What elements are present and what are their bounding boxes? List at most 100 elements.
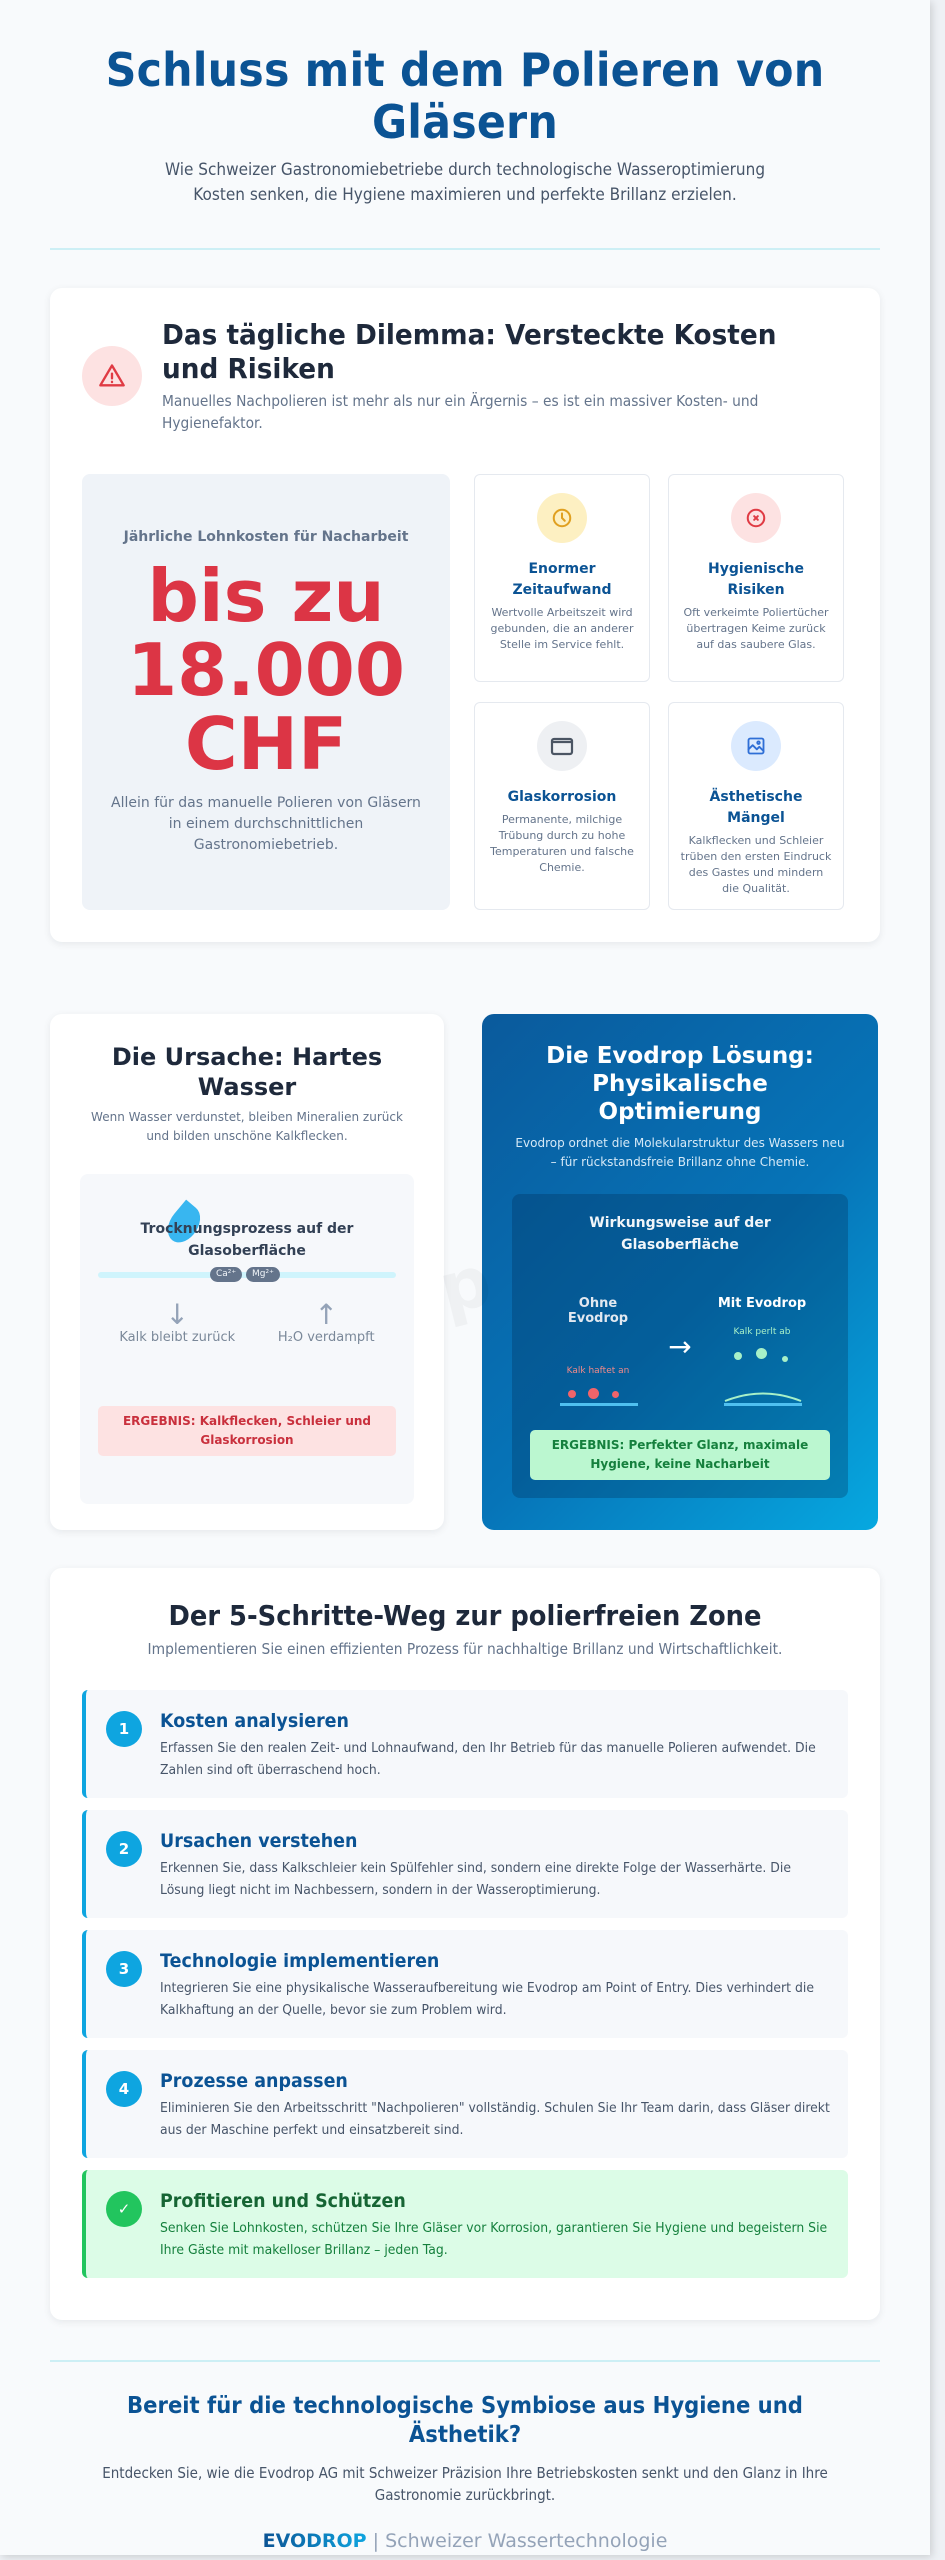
footer-text: Entdecken Sie, wie die Evodrop AG mit Sc… — [102, 2464, 828, 2504]
arrow-right-icon: → — [668, 1330, 692, 1363]
step-number-badge: 1 — [106, 1711, 142, 1747]
dilemma-header: Das tägliche Dilemma: Versteckte Kosten … — [82, 318, 848, 434]
cause-title: Die Ursache: Hartes Wasser — [111, 1043, 383, 1101]
risk-card-time: Enormer Zeitaufwand Wertvolle Arbeitszei… — [474, 474, 650, 682]
drying-arrows: ↓ Kalk bleibt zurück ↑ H₂O verdampft — [98, 1298, 396, 1346]
brand-line: EVODROP | Schweizer Wassertechnologie — [50, 2530, 880, 2552]
steps-subtitle: Implementieren Sie einen effizienten Pro… — [147, 1640, 783, 1658]
step-title: Prozesse anpassen — [160, 2070, 348, 2092]
effect-diagram-title: Wirkungsweise auf der Glasoberfläche — [589, 1215, 771, 1253]
checkmark-icon: ✓ — [106, 2191, 142, 2227]
cost-label: Jährliche Lohnkosten für Nacharbeit — [123, 528, 409, 545]
without-note: Kalk haftet an — [566, 1366, 630, 1376]
with-label: Mit Evodrop — [717, 1296, 807, 1311]
solution-subtitle: Evodrop ordnet die Molekularstruktur des… — [515, 1136, 845, 1169]
step-title: Profitieren und Schützen — [160, 2190, 406, 2212]
risk-card-corrosion: Glaskorrosion Permanente, milchige Trübu… — [474, 702, 650, 910]
lime-dot — [588, 1388, 599, 1399]
solution-card: Die Evodrop Lösung: Physikalische Optimi… — [482, 1014, 878, 1530]
steps-title: Der 5-Schritte-Weg zur polierfreien Zone — [168, 1599, 762, 1632]
step-5-final: ✓ Profitieren und Schützen Senken Sie Lo… — [82, 2170, 848, 2278]
dilemma-subtitle: Manuelles Nachpolieren ist mehr als nur … — [162, 392, 759, 432]
step-4: 4 Prozesse anpassen Eliminieren Sie den … — [82, 2050, 848, 2158]
arrow-up-icon: ↑ — [314, 1298, 338, 1331]
arrow-down-icon: ↓ — [165, 1298, 189, 1331]
step-text: Integrieren Sie eine physikalische Wasse… — [160, 1980, 814, 2018]
without-evodrop: Ohne Evodrop Kalk haftet an — [548, 1296, 648, 1406]
drying-diagram: Trocknungsprozess auf der Glasoberfläche… — [80, 1174, 414, 1504]
brand-tagline: Schweizer Wassertechnologie — [385, 2530, 668, 2552]
clock-icon — [537, 493, 587, 543]
page-title: Schluss mit dem Polieren von Gläsern — [105, 43, 825, 149]
lime-dot — [612, 1391, 619, 1398]
step-number-badge: 4 — [106, 2071, 142, 2107]
step-number-badge: 2 — [106, 1831, 142, 1867]
step-text: Eliminieren Sie den Arbeitsschritt "Nach… — [160, 2100, 830, 2138]
risk-card-text: Oft verkeimte Poliertücher übertragen Ke… — [683, 606, 829, 651]
without-label: Ohne Evodrop — [567, 1296, 629, 1326]
with-note: Kalk perlt ab — [733, 1327, 791, 1337]
magnesium-ion-badge: Mg²⁺ — [246, 1267, 280, 1282]
bead-dot — [782, 1356, 788, 1362]
glass-surface: Ca²⁺ Mg²⁺ — [98, 1267, 396, 1282]
solution-result-badge: ERGEBNIS: Perfekter Glanz, maximale Hygi… — [530, 1430, 830, 1480]
risk-card-text: Permanente, milchige Trübung durch zu ho… — [490, 813, 634, 874]
cost-highlight: Jährliche Lohnkosten für Nacharbeit bis … — [82, 474, 450, 910]
page-subtitle: Wie Schweizer Gastronomiebetriebe durch … — [164, 160, 766, 205]
step-title: Ursachen verstehen — [160, 1830, 358, 1852]
cause-result-badge: ERGEBNIS: Kalkflecken, Schleier und Glas… — [98, 1406, 396, 1456]
divider — [50, 248, 880, 250]
footer: Bereit für die technologische Symbiose a… — [50, 2392, 880, 2552]
solution-title: Die Evodrop Lösung: Physikalische Optimi… — [546, 1043, 814, 1125]
cause-subtitle: Wenn Wasser verdunstet, bleiben Minerali… — [91, 1110, 403, 1143]
with-evodrop: Mit Evodrop Kalk perlt ab — [712, 1296, 812, 1406]
risk-cards: Enormer Zeitaufwand Wertvolle Arbeitszei… — [474, 474, 844, 910]
steps-section: Der 5-Schritte-Weg zur polierfreien Zone… — [50, 1568, 880, 2320]
brand-separator: | — [372, 2530, 380, 2552]
drying-diagram-title: Trocknungsprozess auf der Glasoberfläche — [140, 1221, 354, 1259]
x-circle-icon — [731, 493, 781, 543]
step-text: Erkennen Sie, dass Kalkschleier kein Spü… — [160, 1860, 791, 1898]
step-text: Senken Sie Lohnkosten, schützen Sie Ihre… — [160, 2220, 828, 2258]
glass-surface — [560, 1403, 638, 1406]
footer-title: Bereit für die technologische Symbiose a… — [127, 2393, 803, 2448]
step-title: Technologie implementieren — [160, 1950, 440, 1972]
water-evaporates: ↑ H₂O verdampft — [277, 1298, 375, 1346]
risk-card-title: Ästhetische Mängel — [709, 789, 803, 826]
step-3: 3 Technologie implementieren Integrieren… — [82, 1930, 848, 2038]
calcium-ion-badge: Ca²⁺ — [210, 1267, 243, 1282]
lime-remains: ↓ Kalk bleibt zurück — [119, 1298, 236, 1346]
step-1: 1 Kosten analysieren Erfassen Sie den re… — [82, 1690, 848, 1798]
evodrop-logo: EVODROP — [262, 2530, 367, 2552]
glass-panel-icon — [537, 721, 587, 771]
risk-card-text: Kalkflecken und Schleier trüben den erst… — [680, 834, 832, 895]
step-title: Kosten analysieren — [160, 1710, 349, 1732]
step-text: Erfassen Sie den realen Zeit- und Lohnau… — [160, 1740, 816, 1778]
cost-value: bis zu 18.000 CHF — [127, 553, 405, 786]
step-2: 2 Ursachen verstehen Erkennen Sie, dass … — [82, 1810, 848, 1918]
warning-triangle-icon — [82, 346, 142, 406]
water-evaporates-label: H₂O verdampft — [277, 1330, 375, 1345]
risk-card-aesthetic: Ästhetische Mängel Kalkflecken und Schle… — [668, 702, 844, 910]
water-film-icon — [724, 1392, 802, 1402]
dilemma-title: Das tägliche Dilemma: Versteckte Kosten … — [162, 318, 777, 385]
image-icon — [731, 721, 781, 771]
lime-remains-label: Kalk bleibt zurück — [119, 1330, 236, 1345]
risk-card-title: Glaskorrosion — [507, 789, 617, 805]
risk-card-text: Wertvolle Arbeitszeit wird gebunden, die… — [490, 606, 634, 651]
risk-card-title: Enormer Zeitaufwand — [512, 561, 612, 598]
effect-diagram: Wirkungsweise auf der Glasoberfläche Ohn… — [512, 1194, 848, 1498]
dilemma-section: Das tägliche Dilemma: Versteckte Kosten … — [50, 288, 880, 942]
cause-card: Die Ursache: Hartes Wasser Wenn Wasser v… — [50, 1014, 444, 1530]
bead-dot — [734, 1352, 742, 1360]
divider — [50, 2360, 880, 2362]
glass-surface — [724, 1403, 802, 1406]
risk-card-hygiene: Hygienische Risiken Oft verkeimte Polier… — [668, 474, 844, 682]
lime-dot — [568, 1390, 576, 1398]
step-number-badge: 3 — [106, 1951, 142, 1987]
risk-card-title: Hygienische Risiken — [707, 561, 805, 598]
comparison: Ohne Evodrop Kalk haftet an → Mit Evodro… — [528, 1296, 832, 1406]
hero: Schluss mit dem Polieren von Gläsern Wie… — [50, 0, 880, 208]
cause-solution-row: p Die Ursache: Hartes Wasser Wenn Wasser… — [50, 1014, 880, 1530]
